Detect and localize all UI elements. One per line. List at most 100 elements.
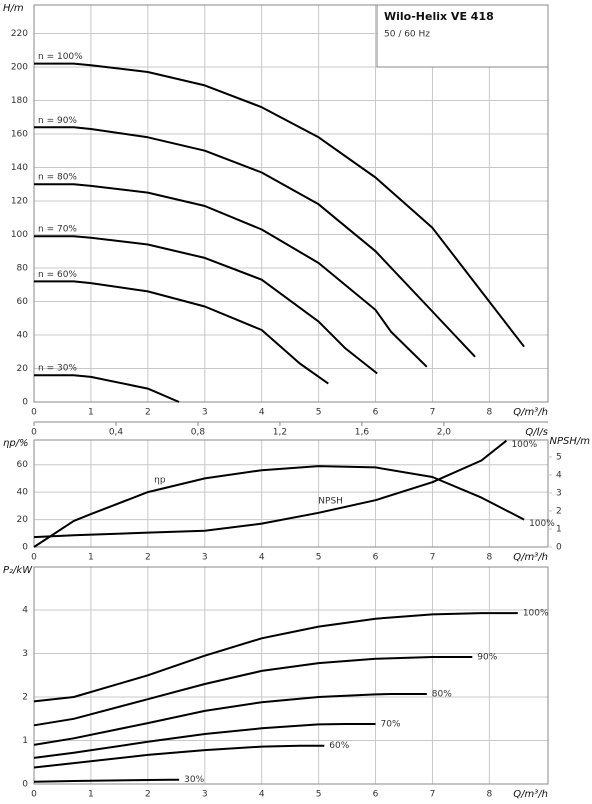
x-tick-label: 4 [259, 553, 265, 563]
x-tick-label: 7 [430, 553, 436, 563]
x-tick-label: 1 [88, 790, 94, 800]
series-label: 60% [329, 741, 349, 751]
series-label: n = 30% [38, 364, 77, 374]
plot-frame [33, 566, 549, 785]
y-tick-label: 0 [22, 543, 28, 553]
x2-tick-label: 0 [31, 428, 37, 438]
x-tick-label: 5 [316, 408, 322, 418]
y-tick-label: 200 [11, 62, 28, 72]
y2-tick-label: 4 [556, 470, 562, 480]
curve [34, 183, 428, 368]
x-tick-label: 3 [202, 553, 208, 563]
x2-tick-label: 0,8 [191, 428, 206, 438]
x-tick-label: 8 [487, 553, 493, 563]
curve [33, 778, 180, 783]
curve [33, 465, 525, 548]
curve [34, 62, 525, 348]
x2-tick-label: 1,2 [273, 428, 287, 438]
curve [33, 612, 518, 703]
x2-tick-label: 0,4 [109, 428, 124, 438]
series-label: 100% [523, 609, 549, 619]
series-label: ηp [154, 476, 166, 486]
y-tick-label: 3 [22, 649, 28, 659]
x-tick-label: 6 [373, 408, 379, 418]
y-axis-label: H/m [3, 3, 24, 14]
curve [34, 374, 180, 403]
x2-tick-label: 1,6 [355, 428, 370, 438]
y2-tick-label: 5 [556, 452, 562, 462]
y-tick-label: 40 [17, 488, 29, 498]
plot-frame [33, 4, 549, 403]
curve [33, 744, 325, 769]
series-label: n = 90% [38, 116, 77, 126]
x-tick-label: 5 [316, 553, 322, 563]
series-label: n = 100% [38, 52, 83, 62]
y-tick-label: 220 [11, 29, 28, 39]
series-label: n = 80% [38, 173, 77, 183]
curve [34, 235, 378, 375]
x-axis-label: Q/m³/h [513, 407, 548, 418]
x-tick-label: 0 [31, 408, 37, 418]
x-tick-label: 8 [487, 408, 493, 418]
y-tick-label: 2 [22, 693, 28, 703]
series-label: NPSH [318, 496, 343, 506]
curve [33, 723, 376, 759]
x-tick-label: 3 [202, 408, 208, 418]
x-tick-label: 1 [88, 553, 94, 563]
x-tick-label: 3 [202, 790, 208, 800]
plot-frame [33, 439, 549, 548]
y-tick-label: 160 [11, 129, 28, 139]
x2-axis-label: Q/l/s [525, 427, 548, 438]
y-tick-label: 40 [17, 330, 29, 340]
chart-subtitle: 50 / 60 Hz [384, 30, 430, 40]
y2-tick-label: 3 [556, 488, 562, 498]
x2-tick-label: 2,0 [437, 428, 452, 438]
x-tick-label: 6 [373, 553, 379, 563]
y-tick-label: 20 [17, 515, 29, 525]
x-tick-label: 0 [31, 553, 37, 563]
y-tick-label: 60 [17, 460, 29, 470]
y-axis-label: P₂/kW [3, 565, 33, 576]
x-axis-label: Q/m³/h [513, 552, 548, 563]
curve [33, 693, 427, 746]
y-tick-label: 80 [17, 263, 29, 273]
y-tick-label: 180 [11, 96, 28, 106]
y2-tick-label: 1 [556, 524, 562, 534]
y-tick-label: 4 [22, 606, 28, 616]
curve [34, 126, 476, 358]
series-label: 30% [184, 775, 204, 785]
series-label: 70% [381, 719, 401, 729]
series-label: n = 70% [38, 225, 77, 235]
y-axis-label: ηp/% [3, 438, 29, 449]
x-tick-label: 2 [145, 553, 151, 563]
x-tick-label: 7 [430, 790, 436, 800]
x-tick-label: 4 [259, 790, 265, 800]
curve [33, 656, 473, 727]
y-tick-label: 140 [11, 163, 28, 173]
end-label: 100% [511, 440, 537, 450]
y-tick-label: 0 [22, 398, 28, 408]
end-label: 100% [529, 519, 555, 529]
x-tick-label: 1 [88, 408, 94, 418]
x-tick-label: 2 [145, 408, 151, 418]
y-tick-label: 0 [22, 780, 28, 790]
x-axis-label: Q/m³/h [513, 789, 548, 800]
x-tick-label: 4 [259, 408, 265, 418]
x-tick-label: 2 [145, 790, 151, 800]
x-tick-label: 8 [487, 790, 493, 800]
x-tick-label: 0 [31, 790, 37, 800]
y2-axis-label: NPSH/m [550, 436, 591, 447]
curve [34, 280, 329, 385]
y-tick-label: 60 [17, 297, 29, 307]
x-tick-label: 6 [373, 790, 379, 800]
series-label: n = 60% [38, 270, 77, 280]
x-tick-label: 5 [316, 790, 322, 800]
series-label: 80% [432, 689, 452, 699]
series-label: 90% [477, 653, 497, 663]
y-tick-label: 20 [17, 364, 29, 374]
y-tick-label: 1 [22, 736, 28, 746]
chart-title: Wilo-Helix VE 418 [384, 10, 494, 23]
y-tick-label: 120 [11, 196, 28, 206]
